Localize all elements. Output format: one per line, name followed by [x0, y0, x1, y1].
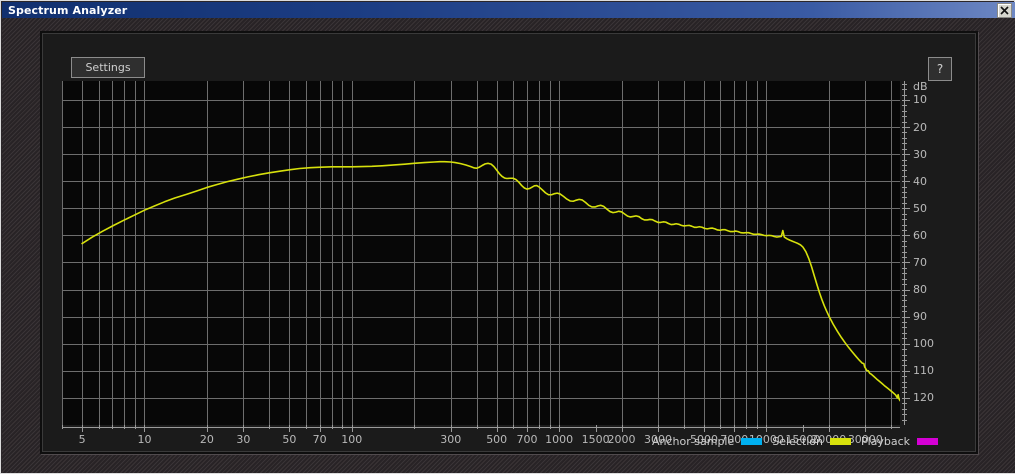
freq-tick-label: 20000	[811, 433, 847, 446]
legend-swatch	[917, 437, 939, 445]
db-tick-label: 40	[913, 174, 927, 188]
legend: Anchor sample Selection Playback	[652, 433, 939, 449]
legend-label: Selection	[772, 434, 823, 448]
spectrum-plot[interactable]	[62, 81, 900, 425]
db-tick-label: 60	[913, 228, 927, 242]
freq-tick-label: 1000	[545, 433, 574, 446]
help-button[interactable]: ?	[928, 57, 952, 81]
db-unit-label: dB	[913, 80, 928, 93]
legend-label: Playback	[860, 434, 911, 448]
freq-tick-label: 2000	[607, 433, 636, 446]
db-tick-label: 30	[913, 147, 927, 161]
freq-tick-label: 700	[516, 433, 538, 446]
freq-tick-label: 3000	[644, 433, 672, 446]
freq-tick-label: 300	[440, 433, 462, 446]
freq-tick-label: 15000	[785, 433, 821, 446]
db-tick-label: 20	[913, 120, 927, 134]
freq-tick-label: 5	[78, 433, 86, 446]
freq-tick-label: 30	[236, 433, 251, 446]
title-bar: Spectrum Analyzer	[2, 2, 1015, 18]
db-axis: dB 10 20 30 40 50 60 70 80 90 100 110 120	[902, 81, 937, 425]
freq-tick-label: 30000	[847, 433, 883, 446]
freq-tick-label: 100	[341, 433, 363, 446]
db-tick-label: 10	[913, 93, 927, 107]
freq-tick-label: 1500	[581, 433, 610, 446]
legend-label: Anchor sample	[652, 434, 735, 448]
legend-item: Playback	[860, 434, 939, 448]
frequency-axis: 5 10 20 30 50 70 100 300 500 700 1000 1500 2000 3000 5…	[62, 425, 900, 451]
legend-swatch	[741, 437, 763, 445]
db-tick-label: 70	[913, 255, 927, 269]
legend-item: Selection	[772, 435, 851, 448]
db-tick-label: 50	[913, 201, 927, 215]
close-icon[interactable]	[997, 3, 1012, 18]
freq-tick-label: 5000	[690, 433, 718, 446]
freq-tick-label: 500	[486, 433, 508, 446]
freq-tick-label: 20	[199, 433, 214, 446]
db-tick-label: 120	[913, 391, 934, 405]
analyzer-panel: Settings ? dB 10 20 30 40 50 60 70 80 90 100 110 120…	[40, 31, 978, 454]
db-tick-label: 110	[913, 364, 934, 378]
settings-button[interactable]: Settings	[71, 57, 145, 78]
db-tick-label: 80	[913, 283, 927, 297]
freq-tick-label: 50	[282, 433, 297, 446]
db-tick-label: 90	[913, 310, 927, 324]
freq-tick-label: 10000	[748, 433, 784, 446]
window-title: Spectrum Analyzer	[8, 3, 128, 17]
plot-area: dB 10 20 30 40 50 60 70 80 90 100 110 120	[62, 81, 937, 425]
legend-item: Anchor sample	[652, 434, 763, 448]
freq-tick-label: 70	[312, 433, 327, 446]
freq-tick-label: 7000	[720, 433, 749, 446]
db-tick-label: 100	[913, 337, 934, 351]
freq-tick-label: 10	[137, 433, 152, 446]
window-frame: Settings ? dB 10 20 30 40 50 60 70 80 90 100 110 120…	[2, 18, 1015, 473]
legend-swatch	[829, 437, 851, 445]
